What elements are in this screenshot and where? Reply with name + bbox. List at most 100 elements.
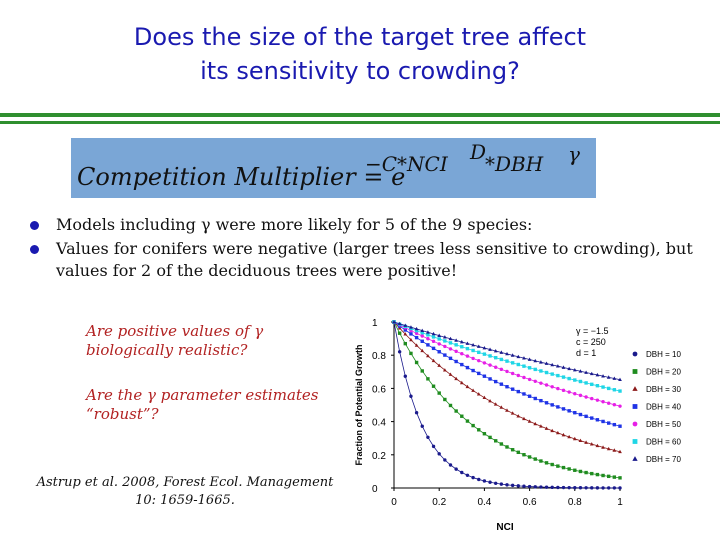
legend-marker <box>632 421 638 427</box>
data-point <box>493 402 498 406</box>
x-axis-label: NCI <box>496 522 513 533</box>
data-point <box>584 395 588 399</box>
data-point <box>595 443 600 448</box>
data-point <box>482 395 487 400</box>
legend-marker <box>632 369 638 374</box>
data-point <box>459 380 464 385</box>
bullet-text: Values for conifers were negative (large… <box>56 239 693 280</box>
data-point <box>426 333 430 337</box>
data-point <box>471 342 475 347</box>
y-tick-label: 0.4 <box>372 418 386 429</box>
data-point <box>544 361 549 365</box>
title-line-1: Does the size of the target tree affect <box>133 23 587 51</box>
data-point <box>510 371 515 376</box>
data-point <box>607 486 611 490</box>
data-point <box>527 377 532 382</box>
data-point <box>471 388 475 392</box>
data-point <box>465 346 470 351</box>
x-tick-label: 0.8 <box>568 497 582 508</box>
data-point <box>477 371 481 376</box>
data-point <box>482 374 487 378</box>
data-point <box>533 421 538 426</box>
data-point <box>516 354 521 359</box>
data-point <box>516 362 520 367</box>
data-point <box>443 397 447 402</box>
data-point <box>494 379 498 384</box>
data-point <box>527 419 532 423</box>
data-point <box>550 403 554 407</box>
data-point <box>584 370 588 374</box>
data-point <box>561 388 566 393</box>
data-point <box>618 377 622 382</box>
data-point <box>522 416 526 421</box>
data-point <box>522 392 526 396</box>
x-tick-label: 1 <box>617 497 623 508</box>
y-tick-label: 0.8 <box>372 351 386 362</box>
data-point <box>505 408 509 412</box>
data-point <box>556 386 560 391</box>
data-point <box>533 485 537 489</box>
legend-marker <box>632 351 638 357</box>
data-point <box>460 352 464 356</box>
data-point <box>556 373 560 378</box>
data-point <box>460 345 464 349</box>
data-point <box>556 405 560 409</box>
legend-entry: DBH = 50 <box>646 420 681 429</box>
data-point <box>437 391 441 395</box>
data-point <box>403 323 408 327</box>
series-dbh70 <box>392 319 622 382</box>
data-point <box>601 419 605 424</box>
data-point <box>578 379 583 384</box>
data-point <box>544 383 549 387</box>
data-point <box>522 484 526 488</box>
data-point <box>601 385 605 389</box>
data-point <box>426 353 430 358</box>
data-point <box>544 461 549 465</box>
data-point <box>618 404 622 408</box>
data-point <box>414 335 419 340</box>
data-point <box>607 421 611 425</box>
data-point <box>409 325 413 329</box>
data-point <box>420 369 424 373</box>
data-point <box>607 474 611 479</box>
data-point <box>477 428 481 432</box>
data-point <box>471 356 475 361</box>
data-point <box>561 432 566 437</box>
data-point <box>431 384 436 388</box>
data-point <box>618 424 622 428</box>
data-point <box>488 347 492 351</box>
data-point <box>505 359 509 363</box>
data-point <box>477 350 481 355</box>
data-point <box>431 444 436 449</box>
data-point <box>488 363 492 367</box>
data-point <box>561 407 566 411</box>
data-point <box>533 396 537 401</box>
data-point <box>578 393 583 398</box>
data-point <box>448 403 453 408</box>
data-point <box>420 424 424 428</box>
data-point <box>403 332 408 336</box>
data-point <box>499 350 504 354</box>
data-point <box>561 375 566 379</box>
bullet-text: Models including γ were more likely for … <box>56 215 533 234</box>
data-point <box>459 339 464 344</box>
data-point <box>465 365 470 370</box>
y-axis-label: Fraction of Potential Growth <box>354 345 364 466</box>
data-point <box>505 369 509 374</box>
data-point <box>573 468 577 472</box>
data-point <box>539 360 543 364</box>
series-dbh10 <box>392 320 622 490</box>
data-point <box>471 368 475 373</box>
data-point <box>437 337 441 341</box>
data-point <box>595 384 600 388</box>
data-point <box>584 414 588 419</box>
data-point <box>465 341 470 345</box>
data-point <box>578 438 583 443</box>
data-point <box>550 385 554 389</box>
data-point <box>550 462 554 467</box>
data-point <box>539 424 543 428</box>
y-tick-label: 0.6 <box>372 384 386 395</box>
legend-entry: DBH = 20 <box>646 368 681 377</box>
legend-marker <box>632 404 638 409</box>
legend-entry: DBH = 40 <box>646 403 681 412</box>
